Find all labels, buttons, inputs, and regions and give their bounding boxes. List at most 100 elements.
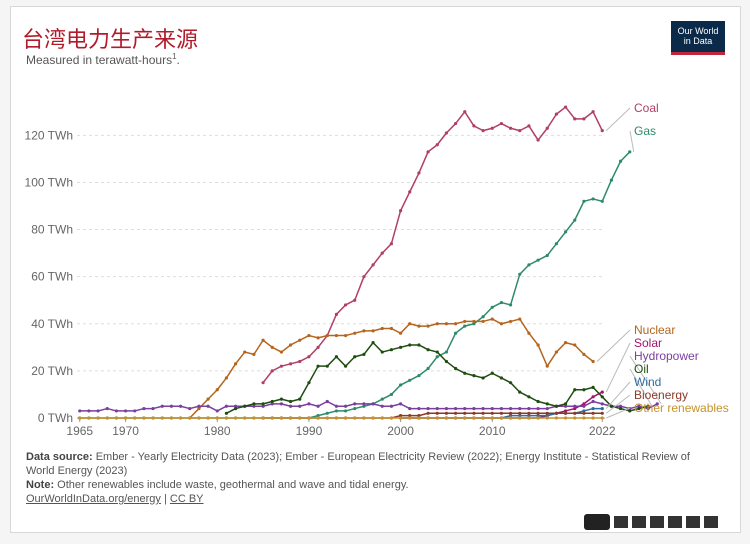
data-point bbox=[582, 352, 586, 356]
data-point bbox=[298, 359, 302, 364]
data-point bbox=[325, 364, 329, 368]
data-point bbox=[270, 416, 274, 420]
legend-connector bbox=[629, 130, 635, 152]
owid-logo[interactable]: Our World in Data bbox=[671, 21, 725, 55]
data-point bbox=[114, 409, 119, 413]
data-point bbox=[499, 322, 504, 326]
data-point bbox=[453, 331, 458, 335]
series-label: Nuclear bbox=[634, 323, 675, 337]
data-point bbox=[261, 338, 265, 342]
data-point bbox=[628, 150, 632, 154]
data-point bbox=[78, 409, 82, 413]
legend-connector bbox=[605, 107, 631, 131]
series-label: Bioenergy bbox=[634, 388, 688, 402]
data-point bbox=[499, 411, 504, 415]
data-point bbox=[224, 411, 229, 415]
data-point bbox=[591, 406, 595, 411]
data-point bbox=[554, 416, 559, 420]
data-point bbox=[518, 416, 522, 420]
data-point bbox=[563, 230, 568, 234]
data-point bbox=[554, 411, 559, 415]
data-point bbox=[426, 411, 430, 415]
data-point bbox=[573, 406, 577, 411]
data-point bbox=[527, 124, 531, 128]
data-point bbox=[527, 406, 531, 411]
data-point bbox=[316, 345, 320, 349]
data-point bbox=[582, 411, 586, 415]
data-point bbox=[444, 350, 449, 354]
data-point bbox=[243, 350, 247, 354]
data-point bbox=[142, 416, 146, 420]
data-point bbox=[252, 352, 256, 356]
data-point bbox=[133, 409, 137, 413]
data-point bbox=[563, 105, 568, 109]
logo-line1: Our World bbox=[677, 26, 719, 36]
data-point bbox=[398, 416, 403, 420]
data-point bbox=[591, 197, 595, 201]
data-point bbox=[435, 406, 439, 411]
series-label: Solar bbox=[634, 336, 662, 350]
data-point bbox=[545, 402, 549, 406]
data-point bbox=[463, 110, 467, 114]
subtitle-text: Measured in terawatt-hours bbox=[26, 53, 173, 67]
chart-subtitle: Measured in terawatt-hours1. bbox=[26, 52, 180, 67]
data-point bbox=[215, 416, 219, 420]
data-point bbox=[536, 411, 540, 415]
data-point bbox=[371, 329, 375, 333]
data-point bbox=[426, 416, 430, 420]
data-point bbox=[380, 416, 384, 420]
legend-connector bbox=[605, 394, 631, 414]
y-tick-label: 120 TWh bbox=[25, 128, 73, 142]
data-point bbox=[582, 388, 586, 392]
x-tick-label: 1980 bbox=[204, 424, 231, 438]
data-point bbox=[481, 319, 485, 324]
data-point bbox=[499, 406, 504, 411]
y-tick-label: 100 TWh bbox=[25, 175, 73, 189]
data-point bbox=[417, 406, 421, 411]
data-point bbox=[435, 322, 439, 326]
data-point bbox=[463, 416, 467, 420]
data-point bbox=[252, 402, 256, 406]
data-point bbox=[197, 406, 201, 411]
data-point bbox=[362, 416, 366, 420]
owid-energy-link[interactable]: OurWorldInData.org/energy bbox=[26, 493, 161, 505]
data-point bbox=[637, 406, 641, 411]
data-point bbox=[114, 416, 119, 420]
data-point bbox=[288, 404, 293, 408]
data-point bbox=[600, 416, 604, 420]
data-point bbox=[371, 416, 375, 420]
legend-connector bbox=[606, 407, 631, 419]
series-line bbox=[262, 106, 603, 384]
data-point bbox=[133, 416, 137, 420]
data-point bbox=[325, 399, 329, 404]
data-point bbox=[444, 359, 449, 364]
data-point bbox=[371, 341, 375, 345]
data-point bbox=[316, 416, 320, 420]
note-line: Note: Other renewables include waste, ge… bbox=[26, 478, 716, 492]
data-point bbox=[371, 402, 375, 406]
data-point bbox=[426, 150, 430, 154]
data-point bbox=[188, 416, 192, 420]
data-point bbox=[307, 416, 311, 420]
data-point bbox=[518, 390, 522, 394]
data-point bbox=[463, 319, 467, 324]
data-point bbox=[215, 409, 219, 413]
data-point bbox=[380, 350, 384, 354]
data-point bbox=[499, 376, 504, 380]
legend-connector bbox=[605, 342, 631, 393]
data-point bbox=[408, 378, 412, 382]
license-link[interactable]: CC BY bbox=[169, 493, 204, 505]
data-point bbox=[380, 326, 384, 331]
data-point bbox=[591, 416, 595, 420]
data-point bbox=[417, 414, 421, 418]
data-point bbox=[298, 397, 302, 401]
data-point bbox=[325, 416, 329, 420]
data-point bbox=[490, 406, 494, 411]
source-text: Ember - Yearly Electricity Data (2023); … bbox=[26, 451, 690, 477]
data-point bbox=[307, 381, 311, 385]
data-point bbox=[444, 131, 449, 135]
note-text: Other renewables include waste, geotherm… bbox=[54, 479, 409, 491]
data-point bbox=[261, 402, 265, 406]
data-point bbox=[389, 242, 394, 246]
data-point bbox=[536, 406, 540, 411]
